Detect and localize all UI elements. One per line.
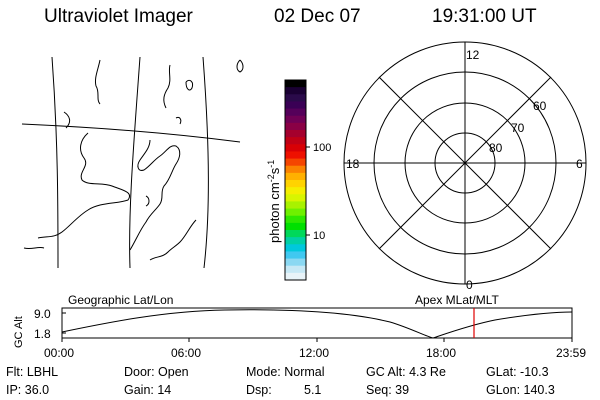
- lat-label-70: 70: [511, 121, 525, 135]
- colorbar-stripe: [285, 215, 306, 224]
- altitude-curve: [61, 309, 573, 339]
- door-readout: Door: Open: [124, 365, 189, 379]
- lat-label-60: 60: [533, 99, 547, 113]
- colorbar-tick-label-10: 10: [313, 230, 325, 242]
- coastline-west: [37, 132, 130, 239]
- colorbar-stripe: [285, 144, 306, 153]
- polar-diagonal-2: [378, 76, 552, 250]
- timeline-frame: [61, 307, 573, 339]
- colorbar-stripe: [285, 172, 306, 181]
- coastline-south-east: [149, 219, 197, 261]
- colorbar-units-exp2: -1: [266, 160, 276, 168]
- coastline-north: [95, 59, 101, 105]
- colorbar-stripe: [285, 80, 306, 88]
- coastline-north-2: [163, 64, 171, 109]
- mlt-label-6: 6: [576, 157, 583, 171]
- ip-readout: IP: 36.0: [6, 383, 50, 397]
- colorbar-stripe: [285, 151, 306, 160]
- orbit-timeline: Geographic Lat/Lon Apex MLat/MLT GC Alt …: [13, 293, 586, 360]
- lat-label-80: 80: [489, 141, 503, 155]
- colorbar-tick-label-100: 100: [313, 142, 331, 154]
- colorbar-stripe: [285, 130, 306, 138]
- app-title: Ultraviolet Imager: [44, 6, 193, 27]
- seq-readout: Seq: 39: [366, 383, 410, 397]
- coastline-west-upper: [63, 111, 71, 129]
- geographic-map: [21, 56, 244, 269]
- colorbar-units-base: photon cm: [267, 182, 282, 243]
- gc-alt-readout: GC Alt: 4.3 Re: [366, 365, 446, 379]
- timeline-axis-label: GC Alt: [13, 316, 25, 348]
- colorbar-stripe: [285, 208, 306, 217]
- colorbar-stripe: [285, 137, 306, 145]
- timeline-x-label-00: 00:00: [44, 346, 74, 360]
- colorbar-stripe: [285, 115, 306, 124]
- colorbar-stripe: [285, 108, 306, 117]
- colorbar-units-label: photon cm-2s-1: [266, 160, 282, 243]
- timeline-left-title: Geographic Lat/Lon: [68, 293, 173, 307]
- island-2: [236, 59, 244, 73]
- longitude-line-west: [51, 56, 59, 269]
- colorbar-stripe: [285, 237, 306, 245]
- colorbar-stripe: [285, 101, 306, 110]
- latitude-line: [21, 123, 241, 143]
- timeline-x-label-06: 06:00: [171, 346, 201, 360]
- mlt-label-18: 18: [346, 157, 360, 171]
- mode-readout: Mode: Normal: [246, 365, 325, 379]
- colorbar-units-exp1: -2: [266, 174, 276, 182]
- glat-readout: GLat: -10.3: [486, 365, 549, 379]
- filter-readout: Flt: LBHL: [6, 365, 59, 379]
- coastline-low-west: [23, 246, 45, 250]
- colorbar-stripe: [285, 222, 306, 231]
- colorbar-frame: [284, 79, 307, 281]
- colorbar-stripe: [285, 258, 306, 267]
- longitude-line-east: [202, 56, 209, 269]
- colorbar-stripe: [285, 272, 306, 281]
- colorbar-stripe: [285, 265, 306, 274]
- colorbar-stripe: [285, 94, 306, 103]
- colorbar-stripe: [285, 194, 306, 203]
- mlt-label-12: 12: [466, 48, 480, 62]
- colorbar-stripe: [285, 251, 306, 260]
- gain-readout: Gain: 14: [124, 383, 172, 397]
- time-readout: 19:31:00 UT: [432, 6, 537, 27]
- timeline-x-label-2359: 23:59: [556, 346, 586, 360]
- island-3: [175, 117, 182, 125]
- colorbar-stripe: [285, 87, 306, 95]
- colorbar-gradient: [285, 80, 306, 281]
- colorbar-stripe: [285, 165, 306, 174]
- timeline-y-label-top: 9.0: [34, 307, 51, 321]
- colorbar-stripe: [285, 230, 306, 238]
- timeline-right-title: Apex MLat/MLT: [415, 293, 499, 307]
- island-1: [185, 79, 193, 91]
- colorbar-stripe: [285, 201, 306, 210]
- coastline-east: [129, 139, 181, 251]
- glon-readout: GLon: 140.3: [486, 383, 555, 397]
- colorbar-stripe: [285, 244, 306, 253]
- colorbar-stripe: [285, 180, 306, 188]
- timeline-y-label-bottom: 1.8: [34, 327, 51, 341]
- dsp-label: Dsp:: [246, 383, 272, 397]
- colorbar: 100 10 photon cm-2s-1: [266, 79, 331, 281]
- timeline-x-label-18: 18:00: [426, 346, 456, 360]
- timeline-x-label-12: 12:00: [299, 346, 329, 360]
- island-4: [145, 195, 150, 207]
- mlt-label-0: 0: [466, 278, 473, 292]
- colorbar-stripe: [285, 122, 306, 131]
- date-readout: 02 Dec 07: [274, 6, 361, 27]
- dsp-value: 5.1: [304, 383, 322, 397]
- colorbar-units-s: s: [267, 167, 282, 174]
- polar-plot: [343, 41, 587, 285]
- colorbar-stripe: [285, 158, 306, 167]
- polar-labels: 12 18 6 0 60 70 80: [346, 48, 583, 292]
- colorbar-stripe: [285, 187, 306, 195]
- longitude-line-center: [129, 56, 141, 269]
